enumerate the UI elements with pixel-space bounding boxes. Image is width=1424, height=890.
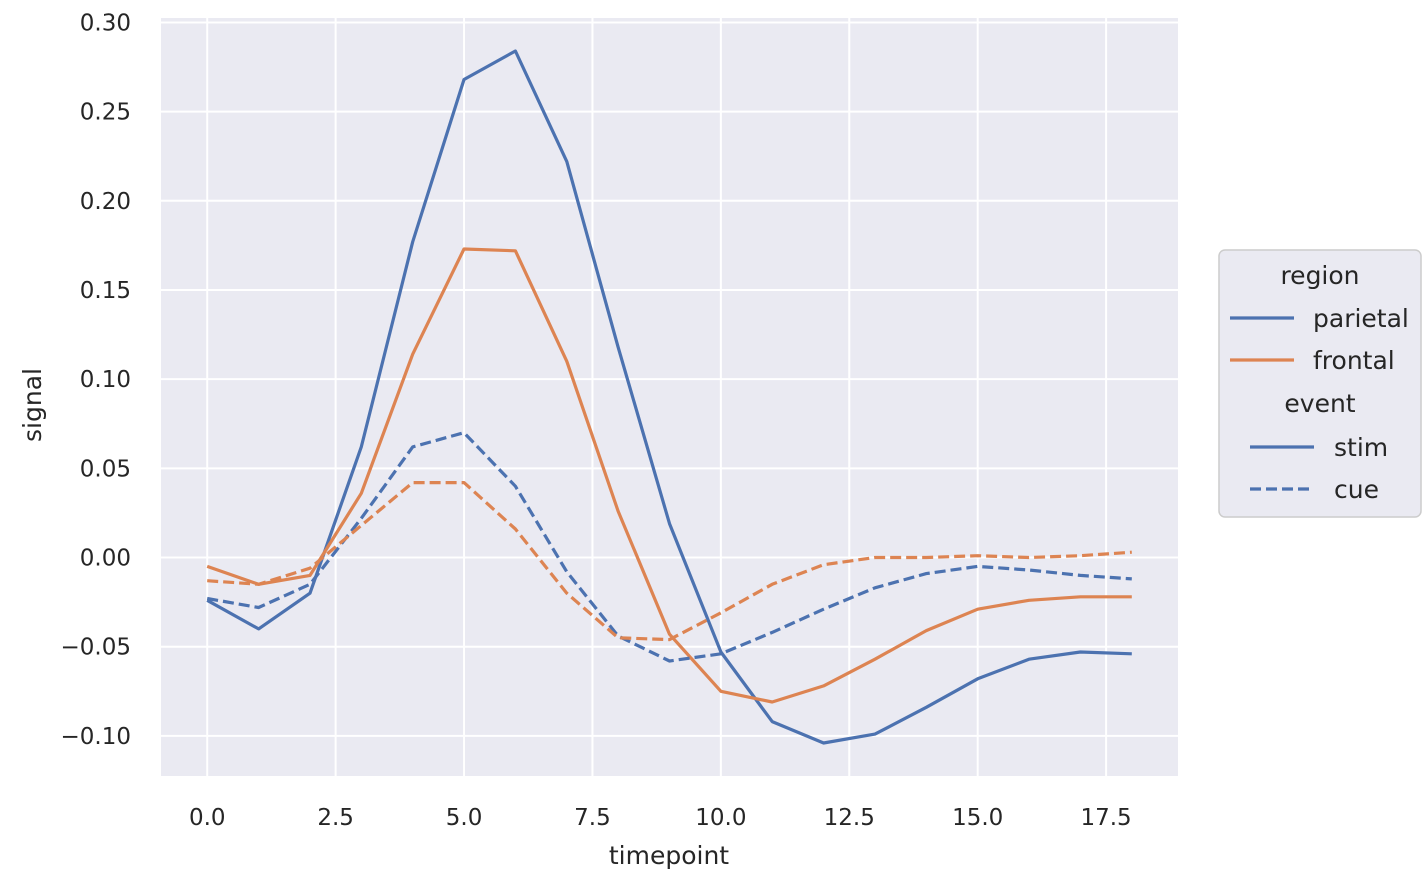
legend-box [1218,249,1422,518]
series-line-parietal-stim [206,49,1132,745]
legend-label-parietal: parietal [1313,304,1409,333]
x-tick-label: 0.0 [189,805,226,831]
legend-style-title: event [1284,389,1355,418]
legend-label-stim: stim [1334,433,1388,462]
x-tick-labels: 0.0 2.5 5.0 7.5 10.0 12.5 15.0 17.5 [189,805,1132,831]
series-line-frontal-stim [206,247,1132,704]
y-tick-label: −0.05 [61,635,131,661]
series-layer [206,49,1132,745]
y-tick-label: 0.05 [80,456,131,482]
x-axis-title: timepoint [609,841,729,870]
legend-label-frontal: frontal [1313,346,1395,375]
x-tick-label: 17.5 [1080,805,1131,831]
y-tick-label: 0.00 [80,546,131,572]
x-tick-label: 12.5 [824,805,875,831]
y-axis-title: signal [18,368,47,442]
y-tick-label: −0.10 [61,724,131,750]
x-tick-label: 10.0 [695,805,746,831]
x-tick-label: 15.0 [952,805,1003,831]
y-tick-label: 0.10 [80,367,131,393]
x-tick-label: 2.5 [317,805,354,831]
x-gridlines [206,18,1108,776]
x-tick-label: 5.0 [446,805,483,831]
y-tick-label: 0.20 [80,189,131,215]
y-tick-labels: −0.10 −0.05 0.00 0.05 0.10 0.15 0.20 0.25 0.30 [61,10,131,749]
legend-label-cue: cue [1334,475,1379,504]
plot-area [161,18,1178,776]
series-line-frontal-cue [207,481,1132,642]
legend: region parietal frontal event stim cue [1218,249,1422,518]
x-tick-label: 7.5 [574,805,611,831]
series-line-parietal-cue [206,431,1132,663]
y-tick-label: 0.30 [80,10,131,36]
y-tick-label: 0.25 [80,100,131,126]
legend-hue-title: region [1280,261,1359,290]
y-tick-label: 0.15 [80,278,131,304]
